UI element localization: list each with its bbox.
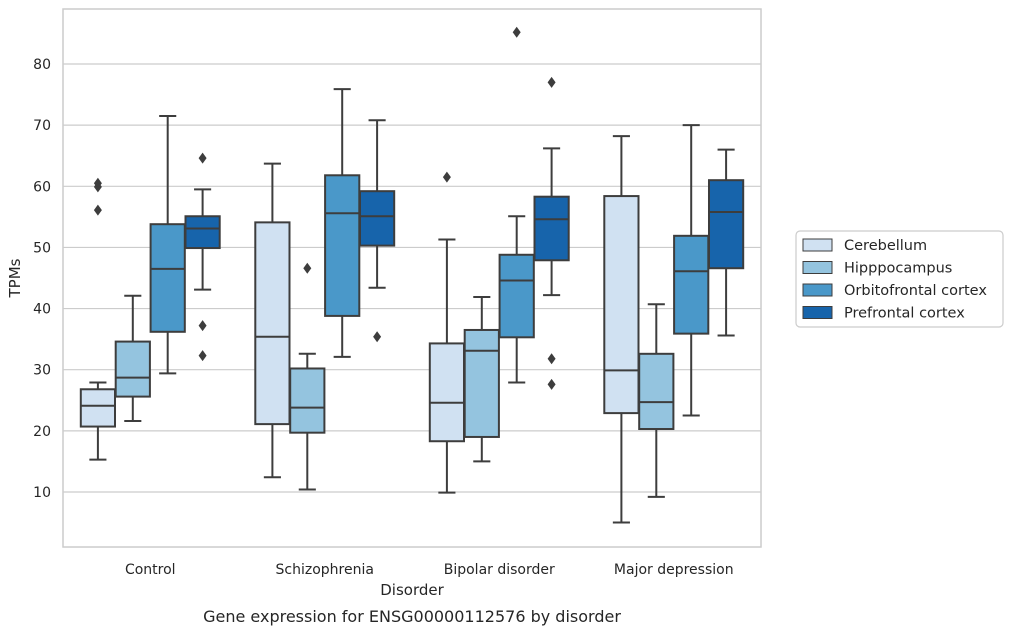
- box-iqr: [358, 190, 396, 247]
- outlier-point: [373, 331, 382, 343]
- series-prefrontal-cortex: [184, 76, 745, 390]
- box-group: [149, 114, 186, 375]
- box-iqr: [463, 328, 500, 438]
- box-group: [184, 152, 221, 362]
- y-tick-label: 20: [33, 424, 51, 440]
- box-iqr: [324, 174, 361, 317]
- outlier-point: [547, 76, 556, 88]
- x-tick-label: Bipolar disorder: [444, 562, 555, 578]
- y-tick-label: 40: [33, 302, 51, 318]
- plot-frame: [62, 8, 762, 548]
- outlier-point: [198, 320, 207, 332]
- box-iqr: [428, 342, 466, 443]
- box-group: [498, 26, 535, 384]
- y-axis-label: TPMs: [6, 258, 24, 298]
- legend-swatch: [802, 238, 833, 252]
- box-iqr: [149, 223, 186, 333]
- y-tick-label: 10: [33, 485, 51, 501]
- box-iqr: [289, 367, 326, 434]
- legend-frame: [795, 230, 1004, 328]
- box-group: [79, 177, 117, 461]
- x-tick-label: Schizophrenia: [276, 562, 374, 578]
- outlier-point: [512, 26, 521, 38]
- series-cerebellum: [79, 135, 640, 524]
- legend-item: Hipppocampus: [802, 261, 952, 277]
- box-iqr: [673, 234, 710, 335]
- box-iqr: [498, 253, 535, 339]
- y-tick-label: 50: [33, 240, 51, 256]
- box-group: [254, 162, 291, 479]
- chart-caption: Gene expression for ENSG00000112576 by d…: [203, 607, 621, 626]
- box-group: [638, 303, 675, 498]
- box-group: [603, 135, 640, 524]
- outlier-point: [442, 171, 451, 183]
- outlier-point: [198, 152, 207, 164]
- series-hipppocampus: [114, 262, 675, 498]
- box-group: [428, 171, 466, 494]
- box-group: [533, 76, 570, 390]
- x-axis-label: Disorder: [380, 581, 444, 599]
- box-group: [463, 295, 500, 463]
- legend-item: Cerebellum: [802, 238, 927, 254]
- box-iqr: [638, 352, 675, 431]
- box-iqr: [533, 195, 570, 262]
- legend: Cerebellum Hipppocampus Orbitofrontal cort…: [795, 230, 1004, 328]
- y-tick-label: 70: [33, 118, 51, 134]
- box-iqr: [707, 179, 745, 270]
- box-group: [673, 124, 710, 417]
- legend-label: Orbitofrontal cortex: [844, 283, 987, 299]
- legend-label: Prefrontal cortex: [844, 306, 965, 322]
- outlier-point: [198, 350, 207, 362]
- legend-swatch: [802, 261, 833, 274]
- boxes: [79, 26, 745, 524]
- y-tick-label: 30: [33, 363, 51, 379]
- outlier-point: [547, 353, 556, 365]
- x-axis-ticks: Control Schizophrenia Bipolar disorder Majo…: [125, 562, 734, 578]
- x-tick-label: Control: [125, 562, 176, 578]
- box-iqr: [79, 388, 117, 428]
- box-iqr: [184, 215, 221, 250]
- box-group: [358, 119, 396, 343]
- y-axis-ticks: 10 20 30 40 50 60 70 80: [33, 57, 51, 501]
- legend-label: Cerebellum: [844, 238, 927, 254]
- legend-swatch: [802, 283, 833, 297]
- box-group: [289, 262, 326, 491]
- legend-swatch: [802, 306, 833, 319]
- series-orbitofrontal-cortex: [149, 26, 710, 417]
- box-iqr: [254, 221, 291, 426]
- x-tick-label: Major depression: [614, 562, 734, 578]
- outlier-point: [303, 262, 312, 274]
- y-tick-label: 80: [33, 57, 51, 73]
- outlier-point: [547, 378, 556, 390]
- box-iqr: [114, 340, 151, 398]
- legend-label: Hipppocampus: [844, 261, 952, 277]
- box-iqr: [603, 195, 640, 415]
- y-tick-label: 60: [33, 179, 51, 195]
- box-group: [707, 148, 745, 337]
- box-group: [114, 294, 151, 423]
- outlier-point: [93, 177, 102, 189]
- outlier-point: [93, 204, 102, 216]
- legend-item: Prefrontal cortex: [802, 306, 965, 322]
- legend-item: Orbitofrontal cortex: [802, 283, 987, 299]
